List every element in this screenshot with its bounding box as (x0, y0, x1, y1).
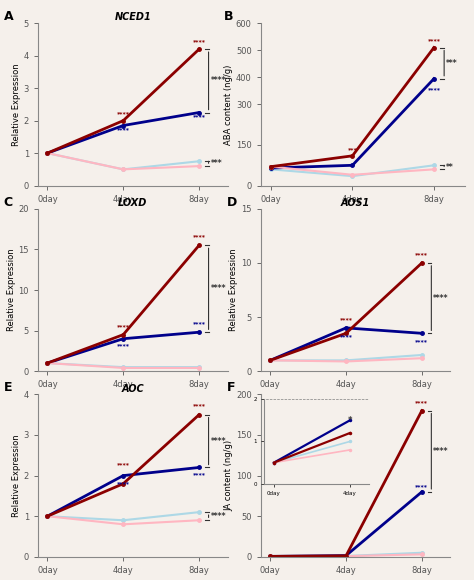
Text: ****: **** (210, 437, 226, 445)
Text: ****: **** (117, 127, 130, 132)
Text: ***: *** (210, 159, 222, 168)
Y-axis label: ABA content (ng/g): ABA content (ng/g) (224, 64, 233, 144)
Title: AOS1: AOS1 (341, 198, 370, 208)
Text: C: C (4, 196, 13, 209)
Text: ****: **** (428, 87, 440, 92)
Text: ***: *** (347, 147, 357, 152)
Title: NCED1: NCED1 (114, 12, 151, 23)
Text: ****: **** (192, 404, 206, 408)
Text: ****: **** (210, 77, 226, 85)
Text: ****: **** (415, 484, 428, 490)
Text: ****: **** (192, 39, 206, 44)
Text: F: F (227, 382, 235, 394)
Y-axis label: Relative Expression: Relative Expression (7, 249, 16, 331)
Text: ****: **** (339, 334, 353, 339)
Text: ****: **** (117, 111, 130, 116)
Text: ***: *** (446, 59, 458, 68)
Text: ****: **** (192, 473, 206, 478)
Title: AOC: AOC (121, 383, 144, 394)
Text: **: ** (446, 163, 454, 172)
Text: ****: **** (117, 343, 130, 349)
Text: ****: **** (210, 284, 226, 293)
Text: B: B (224, 10, 234, 23)
Text: D: D (227, 196, 237, 209)
Text: ****: **** (192, 235, 206, 240)
Text: ****: **** (210, 512, 226, 521)
Text: ****: **** (192, 114, 206, 119)
Text: ****: **** (433, 293, 449, 303)
Text: ****: **** (415, 252, 428, 258)
Text: ****: **** (415, 400, 428, 405)
Text: E: E (4, 382, 12, 394)
Text: ****: **** (415, 339, 428, 344)
Text: ****: **** (433, 447, 449, 456)
Y-axis label: JA content (ng/g): JA content (ng/g) (224, 440, 233, 511)
Text: ****: **** (428, 38, 440, 44)
Text: A: A (4, 10, 13, 23)
Text: ****: **** (339, 317, 353, 322)
Text: ****: **** (117, 324, 130, 329)
Title: LOXD: LOXD (118, 198, 147, 208)
Y-axis label: Relative Expression: Relative Expression (229, 249, 238, 331)
Text: ****: **** (117, 481, 130, 486)
Text: ****: **** (117, 462, 130, 467)
Text: ****: **** (192, 321, 206, 327)
Y-axis label: Relative Expression: Relative Expression (12, 63, 21, 146)
Y-axis label: Relative Expression: Relative Expression (12, 434, 21, 517)
